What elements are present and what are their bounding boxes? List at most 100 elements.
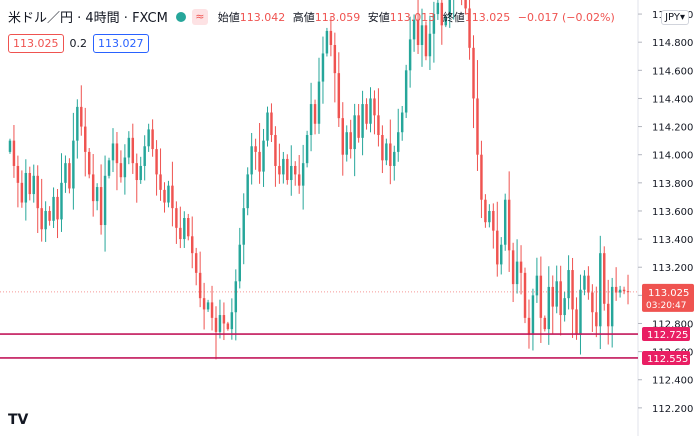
candle-body xyxy=(147,129,150,147)
candle-body xyxy=(313,104,317,124)
candle-body xyxy=(123,157,127,178)
y-tick-label: 114.200 xyxy=(652,123,693,134)
buy-price-button[interactable]: 113.027 xyxy=(93,34,149,53)
candle-body xyxy=(618,289,622,293)
candle-body xyxy=(464,0,467,9)
candle-body xyxy=(278,165,281,175)
y-tick-label: 113.400 xyxy=(652,235,693,246)
candle-body xyxy=(163,189,166,203)
candle-body xyxy=(179,227,182,240)
candle-body xyxy=(8,140,12,152)
currency-selector[interactable]: JPY ▾ xyxy=(661,10,689,25)
candle-body xyxy=(131,137,135,164)
candle-body xyxy=(317,81,321,124)
candle-body xyxy=(428,33,432,57)
candle-body xyxy=(262,140,265,172)
candle-body xyxy=(361,104,364,138)
candle-body xyxy=(539,275,543,318)
candle-body xyxy=(531,295,535,335)
candle-body xyxy=(194,253,198,273)
candle-body xyxy=(412,19,416,40)
candle-body xyxy=(95,187,99,202)
candle-body xyxy=(115,143,119,164)
candle-body xyxy=(20,182,24,203)
y-tick-label: 113.600 xyxy=(652,207,693,218)
candle-body xyxy=(143,146,146,166)
candle-body xyxy=(190,236,194,254)
candle-body xyxy=(373,98,376,116)
low-value: 113.013 xyxy=(389,10,436,24)
candle-body xyxy=(424,25,428,57)
candle-body xyxy=(397,132,400,152)
candle-body xyxy=(404,70,408,113)
candle-body xyxy=(484,199,487,223)
candle-body xyxy=(468,8,471,48)
y-tick-label: 112.800 xyxy=(652,319,693,330)
candle-body xyxy=(603,253,606,304)
candle-body xyxy=(103,175,107,226)
candle-body xyxy=(595,312,598,327)
candle-body xyxy=(87,151,91,175)
y-tick-label: 114.600 xyxy=(652,66,693,77)
currency-label: JPY xyxy=(665,12,680,23)
candle-body xyxy=(377,115,380,136)
candle-body xyxy=(472,47,475,99)
candle-body xyxy=(626,291,630,293)
price-level-badge xyxy=(642,350,690,365)
bar-countdown-label: 03:20:47 xyxy=(646,301,686,311)
candle-body xyxy=(119,163,123,178)
tradingview-logo: TV xyxy=(8,412,29,428)
candle-body xyxy=(111,143,115,161)
candle-body xyxy=(523,272,527,318)
candle-body xyxy=(341,118,344,155)
candle-body xyxy=(40,208,43,230)
candle-body xyxy=(555,281,558,307)
candle-body xyxy=(254,146,257,152)
candle-body xyxy=(175,208,178,228)
candle-body xyxy=(155,149,158,175)
candle-body xyxy=(488,210,491,223)
candle-body xyxy=(230,312,234,330)
candle-body xyxy=(56,196,59,220)
candle-body xyxy=(369,98,372,124)
candle-body xyxy=(274,135,277,166)
candle-body xyxy=(286,158,289,181)
candle-body xyxy=(385,143,388,161)
candle-body xyxy=(309,104,313,136)
current-price-label: 113.025 xyxy=(648,288,689,299)
candle-body xyxy=(551,286,554,307)
candle-body xyxy=(226,323,230,330)
candle-body xyxy=(210,302,214,318)
candle-body xyxy=(28,172,32,195)
candle-body xyxy=(515,261,519,285)
candle-body xyxy=(408,39,412,71)
chevron-down-icon: ▾ xyxy=(679,12,685,23)
candle-body xyxy=(444,16,448,26)
candle-body xyxy=(151,129,154,150)
candle-body xyxy=(202,298,206,310)
candle-body xyxy=(325,30,329,54)
candle-body xyxy=(218,315,222,332)
candle-body xyxy=(16,165,20,183)
candle-body xyxy=(76,106,79,141)
sell-price-button[interactable]: 113.025 xyxy=(8,34,64,53)
candle-body xyxy=(301,163,305,186)
candle-body xyxy=(507,199,511,251)
candle-body xyxy=(91,174,95,202)
price-level-badge xyxy=(642,327,690,342)
candle-body xyxy=(187,218,190,237)
symbol-title[interactable]: 米ドル／円 · 4時間 · FXCM xyxy=(8,11,168,26)
candle-body xyxy=(258,151,261,172)
candle-body xyxy=(503,199,507,245)
candle-body xyxy=(99,187,103,226)
candle-body xyxy=(234,281,238,313)
candle-body xyxy=(135,163,138,181)
candle-body xyxy=(345,132,348,155)
candle-body xyxy=(60,182,63,220)
candle-body xyxy=(500,244,503,265)
candle-body xyxy=(492,210,495,231)
candle-body xyxy=(321,53,325,82)
candle-body xyxy=(32,175,35,195)
